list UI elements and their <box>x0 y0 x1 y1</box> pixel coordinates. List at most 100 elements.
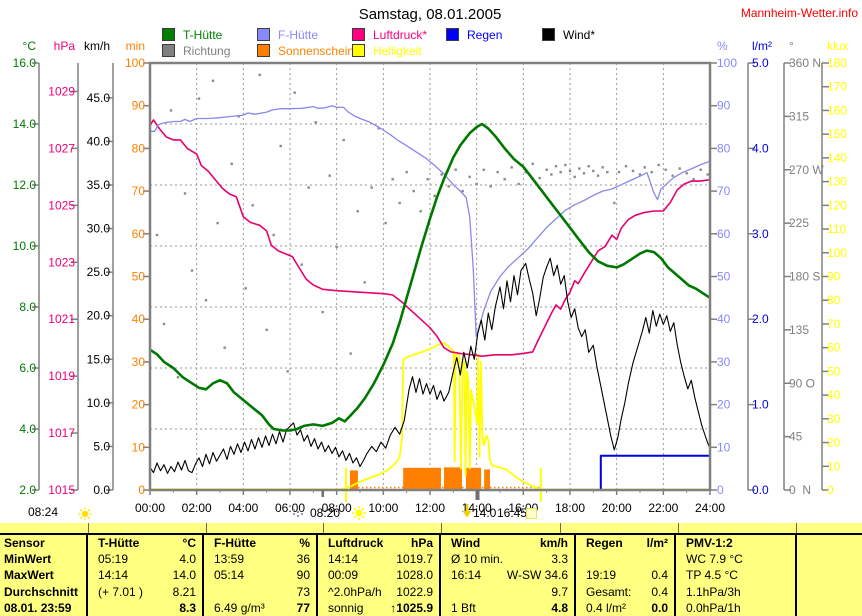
axis-tick-label-kmh: 0.0 <box>93 483 110 497</box>
legend-item-richtung: Richtung <box>162 44 230 58</box>
axis-tick-label-pct: 70 <box>717 184 731 198</box>
series-t_huette <box>149 122 711 432</box>
table-cell-text: ^2.0hPa/h <box>328 584 382 599</box>
sunshine-bar <box>484 469 490 490</box>
axis-tick-label-kmh: 10.0 <box>87 396 111 410</box>
wind-direction-dot <box>573 175 576 179</box>
axis-tick-label-klux: 40 <box>827 388 841 402</box>
table-cell-text: WC 7.9 °C <box>686 552 743 567</box>
axis-tick-label-pct: 20 <box>717 398 731 412</box>
wind-direction-dot <box>582 172 586 175</box>
sunshine-bar <box>465 467 482 490</box>
wind-direction-dot <box>578 167 581 170</box>
axis-unit-hpa: hPa <box>54 39 76 53</box>
table-cell-text: 05:14 <box>214 568 245 583</box>
axis-tick-label-min: 50 <box>132 270 146 284</box>
axis-tick-label-klux: 30 <box>827 412 841 426</box>
table-cell-text: 73 <box>296 584 310 599</box>
wind-direction-dot <box>244 287 247 290</box>
table-cell-text: Luftdruck <box>328 536 384 551</box>
wind-direction-dot <box>489 185 492 188</box>
axis-tick-label-deg: 225 <box>789 216 809 230</box>
axis-tick-label-klux: 100 <box>827 246 847 260</box>
arrow-down-icon <box>462 504 472 518</box>
wind-direction-dot <box>405 170 408 174</box>
axis-tick-label-hpa: 1027 <box>48 141 75 155</box>
wind-direction-dot <box>190 269 194 272</box>
series-wind <box>149 257 711 474</box>
wind-direction-dot <box>592 169 595 173</box>
table-row-label: MinWert <box>4 552 52 567</box>
axis-tick-label-pct: 100 <box>717 56 737 70</box>
axis-tick-label-pct: 90 <box>717 99 731 113</box>
legend-label: T-Hütte <box>183 27 223 42</box>
axis-tick-label-lm2: 3.0 <box>752 227 769 241</box>
wind-direction-dot <box>538 176 541 180</box>
wind-direction-dot <box>606 170 609 174</box>
legend-label: Helligkeit <box>373 43 422 58</box>
axis-tick-label-lm2: 1.0 <box>752 398 769 412</box>
table-cell-text: TP 4.5 °C <box>686 568 738 583</box>
axis-tick-label-lm2: 5.0 <box>752 56 769 70</box>
table-cell-text: W-SW 34.6 <box>506 568 568 583</box>
axis-tick-label-klux: 130 <box>827 175 847 189</box>
axis-tick-label-kmh: 15.0 <box>87 352 111 366</box>
wind-direction-dot <box>342 138 345 142</box>
table-cell-text: 0.0hPa/1h <box>686 600 741 615</box>
legend-swatch <box>542 28 555 41</box>
table-cell-text: Gesamt: <box>586 584 632 599</box>
table-cell-text: Regen <box>586 536 623 551</box>
wind-direction-dot <box>564 163 567 167</box>
axis-tick-label-klux: 110 <box>827 222 846 236</box>
axis-tick-label-klux: 170 <box>827 80 847 94</box>
table-cell-text: 0.4 l/m² <box>586 600 627 615</box>
table-cell-text: hPa <box>410 536 433 551</box>
axis-unit-deg: ° <box>789 39 794 53</box>
axis-tick-label-temp: 6.0 <box>19 361 36 375</box>
wind-direction-dot <box>496 170 499 174</box>
axis-tick-label-hpa: 1029 <box>48 84 75 98</box>
table-cell-text: 1019.7 <box>396 552 433 567</box>
axis-tick-label-pct: 30 <box>717 355 731 369</box>
wind-direction-dot <box>349 352 352 355</box>
axis-tick-label-deg: 90 O <box>789 376 815 390</box>
axis-unit-pct: % <box>717 39 728 53</box>
x-axis-label: 02:00 <box>182 501 212 515</box>
wind-direction-dot <box>692 178 695 181</box>
wind-direction-dot <box>706 173 709 176</box>
table-cell-luftdruck: ^2.0hPa/h 1022.9 <box>316 583 439 600</box>
table-cell-text: 14:14 <box>328 552 359 567</box>
table-cell-text: 00:09 <box>328 568 359 583</box>
axis-tick-label-klux: 80 <box>827 293 841 307</box>
axis-tick-label-klux: 10 <box>827 459 841 473</box>
wind-direction-dot <box>251 204 254 207</box>
wind-direction-dot <box>601 166 604 169</box>
axis-tick-label-min: 100 <box>125 56 145 70</box>
wind-direction-dot <box>454 168 457 171</box>
strip-tick <box>206 523 207 533</box>
wind-direction-dot <box>664 168 667 171</box>
wind-direction-dot <box>265 328 268 332</box>
brand-link[interactable]: Mannheim-Wetter.info <box>740 6 858 20</box>
wind-direction-dot <box>524 170 527 174</box>
wind-direction-dot <box>554 164 558 168</box>
table-cell-wind: 16:14 W-SW 34.6 <box>439 567 574 584</box>
sunshine-bar <box>349 470 358 490</box>
axis-tick-label-temp: 16.0 <box>13 56 37 70</box>
axis-tick-label-min: 20 <box>132 398 146 412</box>
wind-direction-dot <box>293 91 296 94</box>
axis-tick-label-klux: 150 <box>827 127 847 141</box>
table-cell-empty <box>795 583 858 600</box>
table-cell-t-h-tte: (+ 7.01 ) 8.21 <box>86 583 202 600</box>
table-cell-regen: 19:19 0.4 <box>574 567 674 584</box>
table-cell-empty <box>795 599 858 616</box>
wind-direction-dot <box>440 173 443 176</box>
wind-direction-dot <box>545 168 548 171</box>
table-cell-t-h-tte: T-Hütte °C <box>86 535 202 552</box>
axis-tick-label-klux: 120 <box>827 198 847 212</box>
table-cell-text: 1.1hPa/3h <box>686 584 741 599</box>
axis-tick-label-kmh: 45.0 <box>87 91 111 105</box>
page-title: Samstag, 08.01.2005 <box>358 6 502 23</box>
axis-tick-label-kmh: 25.0 <box>87 265 111 279</box>
legend-swatch <box>352 28 365 41</box>
